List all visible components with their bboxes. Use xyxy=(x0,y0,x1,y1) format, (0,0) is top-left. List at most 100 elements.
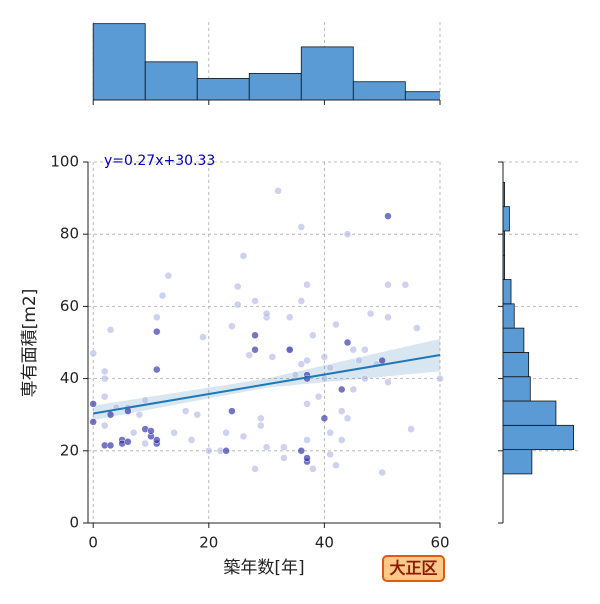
point xyxy=(366,309,375,318)
point xyxy=(384,280,392,289)
point xyxy=(343,230,352,238)
point xyxy=(239,252,248,260)
bar xyxy=(248,73,302,101)
point xyxy=(303,454,311,462)
point xyxy=(141,439,149,448)
point xyxy=(222,447,230,455)
bar xyxy=(502,279,512,305)
point xyxy=(181,407,190,415)
point xyxy=(285,345,294,354)
point xyxy=(268,353,277,361)
point xyxy=(332,461,340,469)
point xyxy=(153,313,161,321)
point xyxy=(251,297,259,305)
point xyxy=(349,385,358,394)
point xyxy=(135,410,144,419)
point xyxy=(343,338,352,347)
y-tick-label: 100 xyxy=(50,153,79,171)
point xyxy=(233,300,242,309)
point xyxy=(274,187,282,195)
point xyxy=(314,392,323,401)
point xyxy=(164,271,173,280)
point xyxy=(337,407,346,415)
y-axis-label: 専有面積[m2] xyxy=(20,289,40,398)
point xyxy=(245,351,254,359)
point xyxy=(251,331,259,340)
point xyxy=(320,353,329,361)
x-axis-label: 築年数[年] xyxy=(223,558,304,578)
regression-line xyxy=(93,354,441,415)
point xyxy=(205,447,213,455)
histogram-panel xyxy=(92,22,441,105)
bar xyxy=(502,327,525,353)
point xyxy=(101,374,109,383)
point xyxy=(251,465,259,473)
point xyxy=(257,421,265,430)
point xyxy=(407,425,415,433)
badge-box xyxy=(382,555,445,582)
bar xyxy=(92,23,146,101)
point xyxy=(343,414,352,423)
bar xyxy=(502,352,530,378)
point xyxy=(89,400,97,408)
point xyxy=(291,371,300,379)
histogram-panel xyxy=(498,161,580,524)
point xyxy=(309,465,317,473)
bars xyxy=(92,23,440,101)
point xyxy=(384,378,392,386)
bar xyxy=(502,206,510,232)
bar xyxy=(144,61,198,101)
point xyxy=(106,326,115,334)
point xyxy=(355,356,363,365)
bar xyxy=(502,376,531,402)
y-tick-label: 40 xyxy=(60,369,79,387)
point xyxy=(297,297,306,305)
bar xyxy=(502,400,557,426)
point xyxy=(280,443,288,451)
point xyxy=(147,427,155,435)
point xyxy=(153,365,161,374)
point xyxy=(326,429,334,437)
point xyxy=(337,436,346,444)
point xyxy=(401,280,410,289)
point xyxy=(222,429,230,437)
y-tick-label: 80 xyxy=(60,225,79,243)
point xyxy=(89,349,97,358)
point xyxy=(337,385,346,394)
point xyxy=(378,468,386,477)
bar xyxy=(502,424,574,451)
point xyxy=(153,327,161,336)
point xyxy=(384,212,392,220)
annotation: y=0.27x+30.33 xyxy=(104,153,215,169)
point xyxy=(303,436,311,444)
point xyxy=(153,436,161,444)
point xyxy=(101,367,109,376)
point xyxy=(326,364,334,372)
point xyxy=(303,356,311,365)
bar xyxy=(196,78,250,101)
point xyxy=(297,360,306,368)
point xyxy=(262,443,271,451)
bar xyxy=(502,449,533,475)
y-tick-label: 60 xyxy=(60,297,79,315)
point xyxy=(251,345,259,354)
point xyxy=(233,282,242,291)
point xyxy=(129,429,138,437)
point xyxy=(320,414,329,423)
bar xyxy=(300,46,354,101)
point xyxy=(297,223,306,231)
point xyxy=(378,356,386,365)
point xyxy=(326,450,334,459)
point xyxy=(413,324,421,332)
point xyxy=(158,291,167,300)
point xyxy=(280,454,288,462)
y-tick-label: 20 xyxy=(60,441,79,459)
scatter-panel: 0 20 40 60 0 20 40 60 80 100 xyxy=(50,22,580,552)
point xyxy=(228,322,236,331)
point xyxy=(349,345,358,354)
x-tick-label: 0 xyxy=(88,534,98,552)
point xyxy=(361,345,369,354)
bar xyxy=(502,303,515,329)
point xyxy=(262,309,271,318)
